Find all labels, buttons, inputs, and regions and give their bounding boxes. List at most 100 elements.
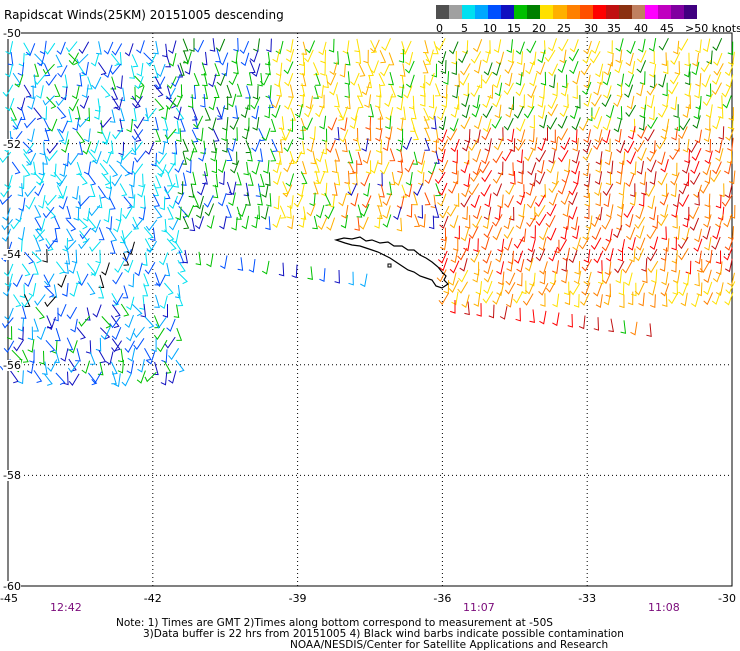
wind-barb <box>526 40 537 54</box>
wind-barb <box>480 184 491 197</box>
wind-barb <box>468 183 480 196</box>
wind-barb <box>67 361 80 373</box>
wind-barb <box>60 348 69 362</box>
wind-barb <box>154 294 160 308</box>
wind-barb <box>102 131 111 146</box>
wind-barb <box>21 164 31 177</box>
wind-barb <box>322 159 329 173</box>
wind-barb <box>677 126 688 140</box>
wind-barb <box>90 140 100 154</box>
longitude-label: -42 <box>143 592 162 605</box>
wind-barb <box>251 105 259 120</box>
wind-barb <box>691 293 700 308</box>
wind-barb <box>13 339 25 352</box>
wind-barb <box>334 148 341 162</box>
wind-barb <box>370 39 380 53</box>
wind-barb <box>437 193 447 207</box>
wind-barb <box>127 161 135 175</box>
wind-barb <box>201 62 207 76</box>
wind-barb <box>131 54 139 68</box>
wind-barb <box>334 172 341 186</box>
wind-barb <box>647 195 655 210</box>
wind-barb <box>507 49 514 64</box>
wind-barb <box>715 250 722 265</box>
wind-barb <box>99 327 111 340</box>
wind-barb <box>29 349 35 364</box>
wind-barb <box>463 82 469 97</box>
wind-barb <box>593 137 604 151</box>
wind-barb <box>417 205 424 219</box>
wind-barb <box>67 153 79 166</box>
wind-barb <box>472 94 480 109</box>
wind-barb <box>572 85 578 100</box>
wind-barb <box>306 203 316 217</box>
wind-barb <box>461 294 470 309</box>
wind-barb <box>260 206 269 220</box>
wind-barb <box>218 159 227 174</box>
wind-barb <box>594 182 603 197</box>
wind-barb <box>144 262 156 275</box>
time-label-east: 11:08 <box>648 601 680 614</box>
wind-barb <box>53 307 59 322</box>
wind-barb <box>119 164 131 177</box>
wind-barb <box>602 183 614 196</box>
south-georgia-coastline <box>333 236 449 289</box>
wind-barb <box>515 72 523 86</box>
legend-swatch <box>605 5 620 19</box>
wind-barb <box>66 337 74 351</box>
wind-barb <box>33 370 43 383</box>
wind-barb <box>406 74 415 89</box>
wind-barb <box>300 117 307 131</box>
wind-barb <box>484 193 492 208</box>
wind-barb <box>111 338 121 352</box>
wind-barb <box>272 48 281 63</box>
wind-barb <box>75 106 81 120</box>
wind-barb <box>562 216 570 230</box>
wind-barb <box>133 338 145 350</box>
wind-barb <box>270 148 277 162</box>
wind-barb <box>463 237 471 252</box>
wind-barb <box>19 284 26 299</box>
wind-barb <box>109 109 116 123</box>
wind-barb <box>252 85 259 100</box>
wind-barb <box>361 195 372 209</box>
wind-barb <box>60 131 69 145</box>
wind-barb <box>476 74 483 89</box>
wind-barb <box>647 116 658 130</box>
wind-barb <box>702 226 711 240</box>
wind-barb <box>89 240 101 252</box>
wind-barb <box>273 195 280 210</box>
wind-barb <box>446 128 458 141</box>
legend-swatch <box>436 5 450 19</box>
wind-barb <box>641 181 647 196</box>
wind-barb <box>134 76 144 90</box>
wind-barb <box>28 283 37 297</box>
wind-barb <box>548 150 556 164</box>
wind-barb <box>261 184 269 198</box>
wind-barb <box>112 272 123 285</box>
wind-barb <box>552 312 560 327</box>
wind-barb <box>167 173 173 187</box>
wind-barb <box>71 85 80 100</box>
wind-barb <box>111 292 120 306</box>
wind-barb <box>703 292 714 306</box>
wind-barb <box>463 150 470 165</box>
wind-barb <box>47 118 58 132</box>
wind-barb <box>79 95 89 109</box>
wind-barb <box>347 150 354 164</box>
wind-barb <box>492 74 502 89</box>
wind-speed-legend: 0 5 10 15 20 25 30 35 40 45 >50 knots <box>436 5 740 35</box>
wind-barb <box>326 139 336 153</box>
wind-barb <box>165 97 177 110</box>
wind-barb <box>358 63 366 77</box>
wind-barb <box>286 205 292 219</box>
wind-barb <box>298 126 305 140</box>
wind-barb <box>113 373 121 388</box>
wind-barb <box>537 105 546 119</box>
wind-barb <box>481 236 490 251</box>
wind-barb <box>437 107 446 121</box>
wind-barb <box>83 161 91 176</box>
wind-barb <box>138 173 144 188</box>
wind-barb <box>111 327 122 341</box>
wind-barb <box>678 248 689 261</box>
